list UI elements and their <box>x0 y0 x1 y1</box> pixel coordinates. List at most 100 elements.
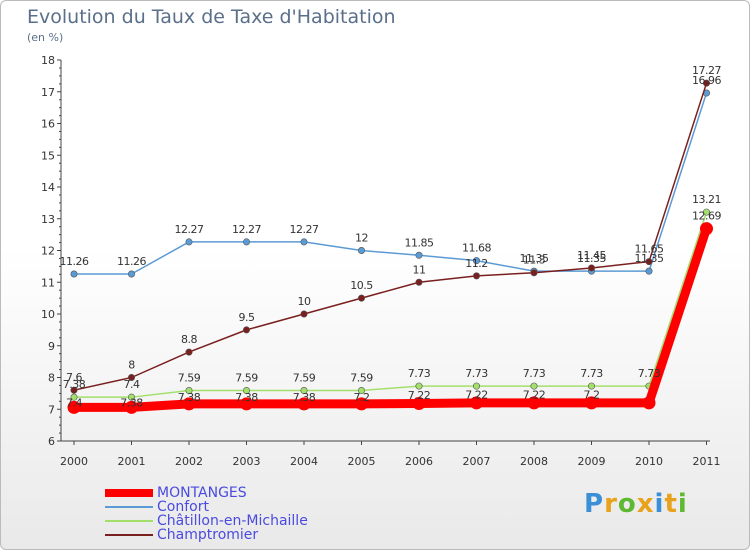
data-point <box>70 270 78 278</box>
x-tick-label: 2011 <box>693 455 721 468</box>
data-label: 7.73 <box>465 367 488 380</box>
x-tick-label: 2005 <box>348 455 376 468</box>
y-tick-label: 9 <box>48 340 55 353</box>
data-point <box>700 222 713 236</box>
data-label: 12.27 <box>175 223 204 236</box>
x-tick-label: 2008 <box>520 455 548 468</box>
data-point <box>527 396 541 410</box>
data-label: 7.38 <box>120 396 143 409</box>
data-point <box>300 238 308 246</box>
data-point <box>472 257 480 265</box>
data-point <box>642 396 656 410</box>
data-label: 7.73 <box>408 367 431 380</box>
data-point <box>300 310 308 318</box>
x-tick-label: 2010 <box>635 455 663 468</box>
data-label: 7.73 <box>638 367 661 380</box>
data-label: 8.8 <box>181 333 197 346</box>
data-point <box>470 396 483 410</box>
legend-label: Champtromier <box>157 527 259 543</box>
data-label: 7.4 <box>124 378 140 391</box>
data-point <box>240 397 253 411</box>
data-point <box>185 238 193 246</box>
data-point <box>702 79 710 87</box>
data-point <box>128 393 136 401</box>
data-point <box>125 400 138 414</box>
data-point <box>585 396 598 410</box>
x-tick-label: 2006 <box>405 455 433 468</box>
data-label: 11.45 <box>577 249 606 262</box>
x-tick-label: 2000 <box>60 455 88 468</box>
data-point <box>587 264 595 272</box>
data-point <box>530 382 538 390</box>
data-label: 7.59 <box>178 372 201 385</box>
x-tick-label: 2002 <box>175 455 203 468</box>
y-tick-label: 14 <box>41 181 55 194</box>
proxiti-logo: Proxiti <box>584 489 688 519</box>
data-label: 9.5 <box>239 311 255 324</box>
data-point <box>243 326 251 334</box>
data-label: 7.38 <box>235 391 258 404</box>
x-tick-label: 2001 <box>118 455 146 468</box>
legend-swatch-confort <box>105 506 153 508</box>
x-tick-label: 2003 <box>233 455 261 468</box>
data-point <box>530 269 538 277</box>
series-line <box>73 82 708 391</box>
data-label: 8 <box>128 359 135 372</box>
data-label: 11.2 <box>465 257 488 270</box>
data-label: 10.5 <box>350 279 373 292</box>
legend-label: MONTANGES <box>157 485 247 501</box>
data-label: 11.35 <box>520 252 549 265</box>
data-point <box>185 387 193 395</box>
data-label: 12.27 <box>232 223 261 236</box>
chart-title: Evolution du Taux de Taxe d'Habitation <box>27 6 396 28</box>
y-tick-label: 17 <box>41 86 55 99</box>
data-point <box>357 247 365 255</box>
data-label: 10 <box>298 295 311 308</box>
y-tick-label: 8 <box>48 372 55 385</box>
data-label: 12 <box>355 232 368 245</box>
y-tick-label: 18 <box>41 54 55 67</box>
y-tick-label: 12 <box>41 245 55 258</box>
data-label: 11.65 <box>635 243 664 256</box>
legend-swatch-montanges <box>105 489 153 497</box>
data-point <box>357 387 365 395</box>
data-label: 7.2 <box>584 388 600 401</box>
x-tick-label: 2009 <box>578 455 606 468</box>
data-point <box>70 393 78 401</box>
legend-swatch-champtromier <box>105 534 153 536</box>
legend-label: Châtillon-en-Michaille <box>157 513 308 529</box>
data-point <box>185 348 193 356</box>
legend-label: Confort <box>157 499 209 515</box>
data-point <box>472 382 480 390</box>
data-point <box>67 400 81 414</box>
data-point <box>587 382 595 390</box>
data-label: 16.96 <box>692 74 721 87</box>
data-label: 11.35 <box>635 252 664 265</box>
data-label: 7.73 <box>580 367 603 380</box>
chart-subtitle: (en %) <box>27 31 64 44</box>
data-point <box>472 272 480 280</box>
data-label: 11.3 <box>523 254 546 267</box>
data-point <box>355 397 368 411</box>
data-point <box>243 238 251 246</box>
data-label: 7.22 <box>465 388 488 401</box>
data-label: 7.38 <box>178 391 201 404</box>
series-line <box>74 211 708 398</box>
data-label: 7.22 <box>408 389 431 402</box>
data-point <box>182 397 196 411</box>
y-tick-label: 11 <box>41 276 55 289</box>
data-label: 7.4 <box>66 396 82 409</box>
data-point <box>415 278 423 286</box>
data-point <box>128 373 136 381</box>
y-tick-label: 7 <box>48 403 55 416</box>
data-label: 7.73 <box>523 367 546 380</box>
data-label: 11.68 <box>462 242 491 255</box>
data-point <box>645 267 653 275</box>
y-tick-label: 15 <box>41 149 55 162</box>
data-point <box>412 397 426 411</box>
data-label: 12.27 <box>290 223 319 236</box>
data-label: 11.85 <box>405 236 434 249</box>
data-label: 7.38 <box>63 378 86 391</box>
